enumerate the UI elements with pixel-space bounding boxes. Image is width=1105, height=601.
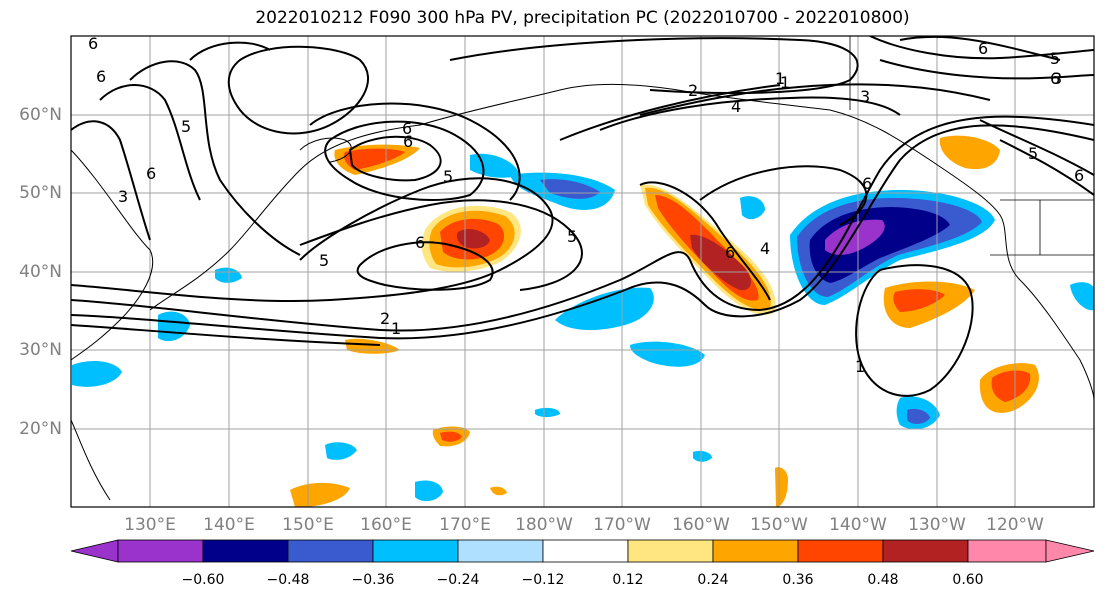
colorbar-swatch [712,539,799,563]
pv-contours [71,36,1094,397]
lon-label: 170°E [439,515,491,535]
colorbar-swatch [202,539,289,563]
contour-label: 6 [402,119,412,138]
colorbar-tick-label: 0.36 [782,572,814,588]
contour-label: 5 [1028,144,1038,163]
contour-label: 6 [146,164,156,183]
contour-label: 2 [380,309,390,328]
contour-label: 3 [860,87,870,106]
colorbar-extend-high [1045,539,1095,563]
lon-label: 160°E [360,515,412,535]
colorbar-swatch [287,539,374,563]
colorbar-swatch [117,539,204,563]
lon-label: 140°W [829,515,887,535]
colorbar-extend-low [70,539,119,563]
colorbar-swatch [542,539,629,563]
lon-label: 150°W [750,515,808,535]
contour-label: 1 [391,319,401,338]
contour-label: 1 [780,73,790,92]
contour-label: 6 [725,243,735,262]
graticule [71,36,1094,507]
colorbar-tick-label: 0.48 [867,572,899,588]
lon-label: 140°E [203,515,255,535]
contour-label: 3 [118,187,128,206]
lon-label: 160°W [672,515,730,535]
contour-label: 4 [760,239,770,258]
colorbar-swatch [967,539,1047,563]
contour-label: 6 [415,233,425,252]
lon-label: 120°W [986,515,1044,535]
contour-label: 6 [96,67,106,86]
contour-label: 1 [855,357,865,376]
colorbar-swatch [627,539,714,563]
colorbar-tick-label: 0.12 [612,572,644,588]
coastlines [71,36,1094,501]
contour-label: 6 [978,39,988,58]
colorbar-tick-label: −0.60 [181,572,225,588]
contour-label: 4 [731,97,741,116]
colorbar [70,539,1095,563]
contour-label: 6 [1050,69,1060,88]
lon-label: 150°E [282,515,334,535]
contour-label: 2 [688,81,698,100]
precipitation-positive-shading [290,135,1039,507]
map-title: 2022010212 F090 300 hPa PV, precipitatio… [255,8,910,28]
lat-label-50n: 50°N [19,183,62,203]
lat-label-60n: 60°N [19,105,62,125]
lat-label-40n: 40°N [19,262,62,282]
contour-label: 5 [567,227,577,246]
contour-label: 5 [181,117,191,136]
lon-label: 130°W [908,515,966,535]
contour-label: 6 [403,132,413,151]
contour-label: 6 [1074,166,1084,185]
contour-label: 6 [862,174,872,193]
colorbar-tick-label: −0.48 [266,572,310,588]
lat-label-30n: 30°N [19,340,62,360]
colorbar-swatch [797,539,884,563]
map-frame [70,35,1095,508]
colorbar-tick-label: −0.36 [351,572,395,588]
lon-label: 180°W [515,515,573,535]
colorbar-swatch [372,539,459,563]
contour-label: 5 [319,251,329,270]
lon-label: 170°W [593,515,651,535]
colorbar-tick-label: −0.24 [436,572,480,588]
contour-label: 5 [1050,49,1060,68]
contour-label: 5 [443,167,453,186]
colorbar-tick-label: 0.60 [952,572,984,588]
colorbar-swatch [882,539,969,563]
contour-label: 3 [1052,69,1062,88]
colorbar-tick-label: −0.12 [521,572,565,588]
colorbar-tick-label: 0.24 [697,572,729,588]
contour-label: 6 [88,34,98,53]
contour-label: 1 [775,69,785,88]
lon-label: 130°E [124,515,176,535]
lat-label-20n: 20°N [19,419,62,439]
colorbar-swatch [457,539,544,563]
